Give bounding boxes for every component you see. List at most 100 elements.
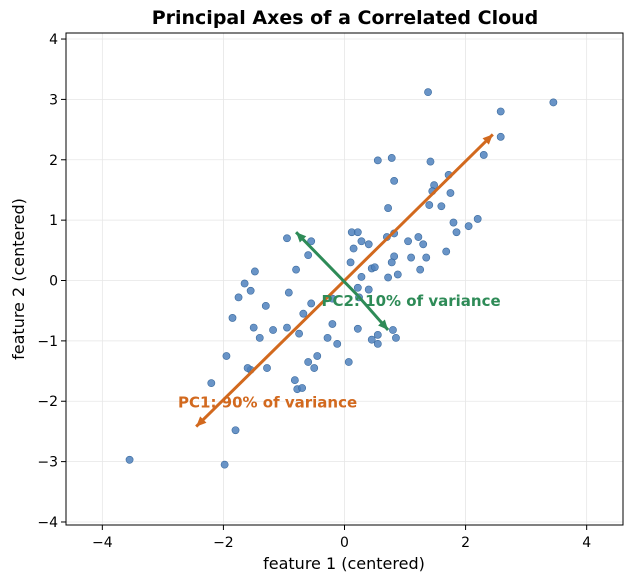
data-point [353, 283, 362, 292]
data-point [310, 364, 319, 372]
data-point [243, 364, 252, 372]
x-axis-label: feature 1 (centered) [263, 554, 425, 573]
pc1-arrow-head-reverse [196, 416, 207, 427]
data-point [207, 379, 216, 388]
grid [66, 33, 623, 525]
data-point [284, 288, 293, 297]
data-point [298, 384, 307, 392]
data-point [292, 265, 300, 274]
data-point [263, 364, 271, 372]
y-tick-label: 1 [49, 213, 58, 229]
pc1-arrow-shaft-reverse [195, 279, 346, 428]
data-point [313, 352, 322, 360]
data-point [424, 88, 432, 97]
pc-arrows [195, 133, 494, 428]
data-point [373, 156, 382, 165]
data-point [370, 263, 379, 272]
data-point [473, 215, 482, 223]
data-point [357, 237, 366, 246]
data-point [261, 301, 270, 310]
data-point [387, 258, 396, 267]
data-point [373, 330, 382, 339]
pc2-label: PC2: 10% of variance [321, 292, 500, 310]
pc1-arrow-head [482, 134, 493, 145]
pc1-arrow-shaft [343, 133, 494, 282]
data-point [349, 244, 358, 253]
data-point [222, 352, 231, 360]
data-point [290, 376, 299, 385]
data-point [414, 233, 423, 241]
data-point [255, 333, 264, 342]
data-point [452, 228, 461, 237]
pc1-label: PC1: 90% of variance [178, 393, 357, 411]
data-point [496, 107, 505, 116]
data-point [220, 460, 229, 469]
data-point [246, 286, 255, 295]
data-point [333, 339, 342, 348]
data-point [346, 258, 355, 267]
x-tick-label: 4 [582, 535, 591, 551]
x-tick-label: 0 [340, 535, 349, 551]
data-points [125, 88, 558, 469]
data-point [426, 157, 435, 166]
data-point [404, 237, 412, 246]
data-point [387, 154, 396, 162]
data-point [496, 132, 505, 141]
pc2-arrow-head-reverse [378, 319, 389, 331]
data-point [304, 251, 313, 260]
data-point [384, 204, 392, 212]
data-point [304, 358, 313, 366]
y-tick-label: 3 [49, 92, 58, 108]
data-point [367, 335, 376, 344]
data-point [389, 326, 397, 334]
data-point [307, 237, 316, 246]
data-point [425, 201, 434, 209]
data-point [228, 314, 237, 322]
pc2-arrow-shaft [294, 231, 359, 297]
data-point [419, 240, 428, 249]
data-point [353, 228, 362, 237]
data-point [234, 293, 243, 302]
data-point [328, 294, 337, 303]
data-point [283, 234, 291, 243]
x-tick-label: 2 [461, 535, 470, 551]
data-point [442, 247, 451, 256]
pc2-arrow-head [296, 232, 307, 243]
data-point [307, 299, 316, 308]
data-point [299, 309, 308, 318]
data-point [422, 253, 431, 262]
x-tick-label: −4 [92, 535, 113, 551]
data-point [364, 285, 373, 294]
data-point [125, 455, 134, 464]
y-tick-label: −4 [37, 515, 58, 531]
y-tick-label: 2 [49, 153, 58, 169]
chart-title: Principal Axes of a Correlated Cloud [152, 7, 539, 29]
data-point [269, 326, 277, 334]
data-point [295, 329, 303, 338]
data-point [407, 253, 415, 262]
data-point [373, 339, 382, 348]
y-tick-label: 4 [49, 32, 58, 48]
x-tick-label: −2 [213, 535, 234, 551]
data-point [446, 189, 455, 197]
data-point [249, 323, 258, 332]
data-point [231, 426, 240, 435]
data-point [464, 222, 473, 231]
data-point [449, 218, 458, 227]
y-tick-label: −2 [37, 394, 58, 410]
data-point [390, 177, 399, 185]
data-point [437, 202, 446, 211]
data-point [240, 279, 249, 288]
axis-ticks: −4 −2 0 2 4 −4 −3 −2 −1 0 1 2 3 4 [37, 32, 591, 551]
data-point [364, 240, 373, 249]
data-point [344, 358, 353, 366]
data-point [328, 320, 337, 328]
data-point [392, 333, 400, 342]
data-point [323, 333, 332, 342]
y-tick-label: 0 [49, 274, 58, 290]
data-point [384, 273, 392, 282]
y-tick-label: −3 [37, 455, 58, 471]
data-point [357, 272, 366, 281]
y-axis-label: feature 2 (centered) [9, 198, 28, 360]
